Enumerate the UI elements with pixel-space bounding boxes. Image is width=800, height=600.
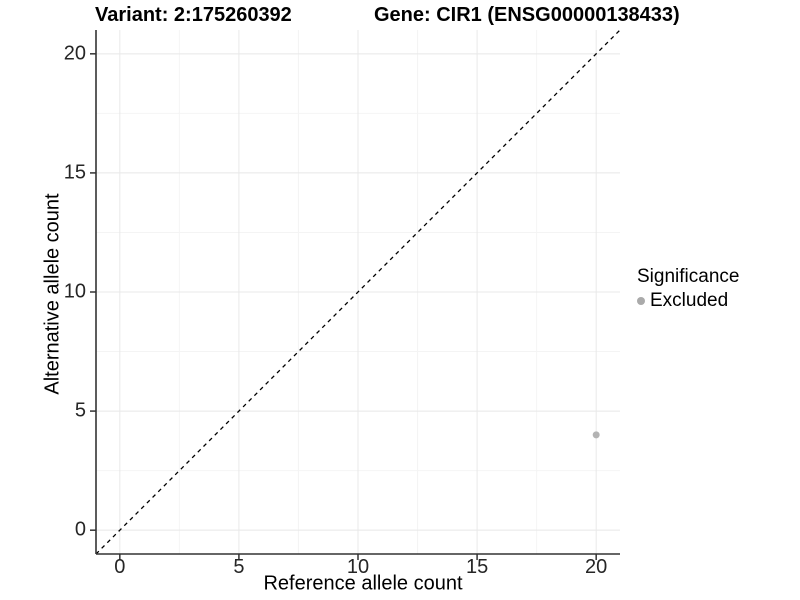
- legend: Significance Excluded: [637, 266, 739, 312]
- y-axis-title: Alternative allele count: [41, 193, 64, 395]
- plot-panel: [90, 29, 621, 560]
- excluded-point-icon: [637, 297, 645, 305]
- x-tick-label: 10: [346, 556, 370, 578]
- legend-item-label: Excluded: [650, 290, 729, 311]
- legend-item-excluded: Excluded: [637, 290, 739, 312]
- y-tick-label: 10: [63, 280, 86, 303]
- gene-title: Gene: CIR1 (ENSG00000138433): [374, 4, 680, 26]
- x-tick-label: 0: [114, 556, 126, 578]
- plot-canvas: [90, 29, 621, 560]
- x-tick-label: 15: [465, 556, 489, 578]
- y-tick-label: 5: [74, 399, 86, 422]
- y-tick-label: 20: [63, 42, 86, 65]
- x-tick-label: 5: [233, 556, 245, 578]
- data-point: [592, 431, 600, 439]
- y-tick-label: 15: [63, 161, 86, 184]
- x-axis-title: Reference allele count: [263, 572, 463, 595]
- y-tick-label: 0: [74, 518, 86, 541]
- identity-line: [95, 29, 621, 555]
- variant-title: Variant: 2:175260392: [95, 4, 292, 26]
- x-tick-label: 20: [585, 556, 608, 578]
- legend-title: Significance: [637, 266, 740, 287]
